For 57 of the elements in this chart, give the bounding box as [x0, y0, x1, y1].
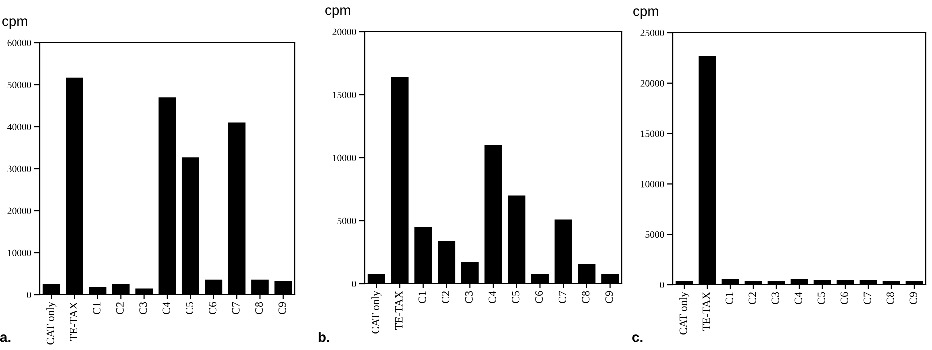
y-tick-label: 10000 — [641, 181, 664, 188]
x-tick-label: TE-TAX — [70, 302, 78, 341]
y-tick-label: 15000 — [333, 92, 356, 98]
x-tick-label: C7 — [864, 292, 872, 304]
y-tick-label: 5000 — [646, 232, 664, 238]
y-axis-title: cpm — [634, 8, 658, 19]
x-tick-label: TE-TAX — [395, 291, 403, 330]
y-tick-label: 20000 — [8, 208, 32, 214]
y-tick-label: 60000 — [8, 40, 32, 46]
y-tick-label: 10000 — [333, 154, 356, 162]
x-tick-label: C9 — [606, 291, 614, 304]
x-tick-label: C8 — [256, 302, 264, 314]
text: c. — [632, 334, 643, 342]
y-tick-label: 25000 — [640, 30, 664, 36]
x-tick-label: C5 — [512, 291, 520, 304]
x-tick-label: C8 — [582, 291, 590, 304]
y-tick-label: 0 — [660, 282, 664, 288]
x-tick-label: CAT only — [372, 290, 382, 334]
x-tick-label: C8 — [886, 292, 894, 304]
x-tick-label: C6 — [536, 291, 544, 304]
x-tick-label: C6 — [209, 302, 217, 314]
y-tick-label: 10000 — [8, 250, 32, 256]
x-tick-label: C9 — [910, 292, 918, 304]
y-tick-label: 0 — [352, 280, 356, 288]
y-tick-label: 30000 — [8, 166, 32, 172]
x-tick-label: C7 — [558, 291, 566, 304]
y-tick-label: 0 — [27, 292, 32, 298]
text: b. — [318, 332, 330, 342]
x-tick-label: C1 — [418, 292, 426, 304]
y-tick-label: 20000 — [332, 28, 356, 36]
x-tick-label: C2 — [442, 292, 450, 304]
x-tick-label: C3 — [772, 292, 780, 304]
x-tick-label: C2 — [116, 302, 124, 314]
x-tick-label: C6 — [840, 292, 848, 304]
y-tick-label: 50000 — [8, 82, 32, 88]
y-axis-title: cpm — [2, 18, 28, 29]
x-tick-label: C1 — [93, 302, 101, 314]
x-tick-label: C5 — [186, 302, 194, 314]
y-tick-label: 20000 — [640, 80, 664, 87]
y-axis-title: cpm — [326, 8, 350, 18]
x-tick-label: TE-TAX — [702, 292, 710, 331]
x-tick-label: C1 — [726, 292, 734, 304]
x-tick-label: C2 — [748, 292, 756, 304]
x-tick-label: C5 — [818, 292, 826, 304]
text: a. — [0, 334, 11, 342]
y-tick-label: 5000 — [338, 218, 356, 224]
x-tick-label: CAT only — [46, 302, 57, 345]
x-tick-label: CAT only — [679, 292, 690, 335]
x-tick-label: C7 — [232, 302, 240, 314]
y-tick-label: 40000 — [8, 124, 32, 130]
x-tick-label: C3 — [140, 302, 148, 314]
x-tick-label: C9 — [278, 302, 286, 314]
y-tick-label: 15000 — [641, 130, 664, 138]
x-tick-label: C4 — [794, 292, 802, 304]
x-tick-label: C4 — [488, 291, 496, 304]
x-tick-label: C4 — [162, 302, 170, 314]
x-tick-label: C3 — [465, 291, 473, 304]
